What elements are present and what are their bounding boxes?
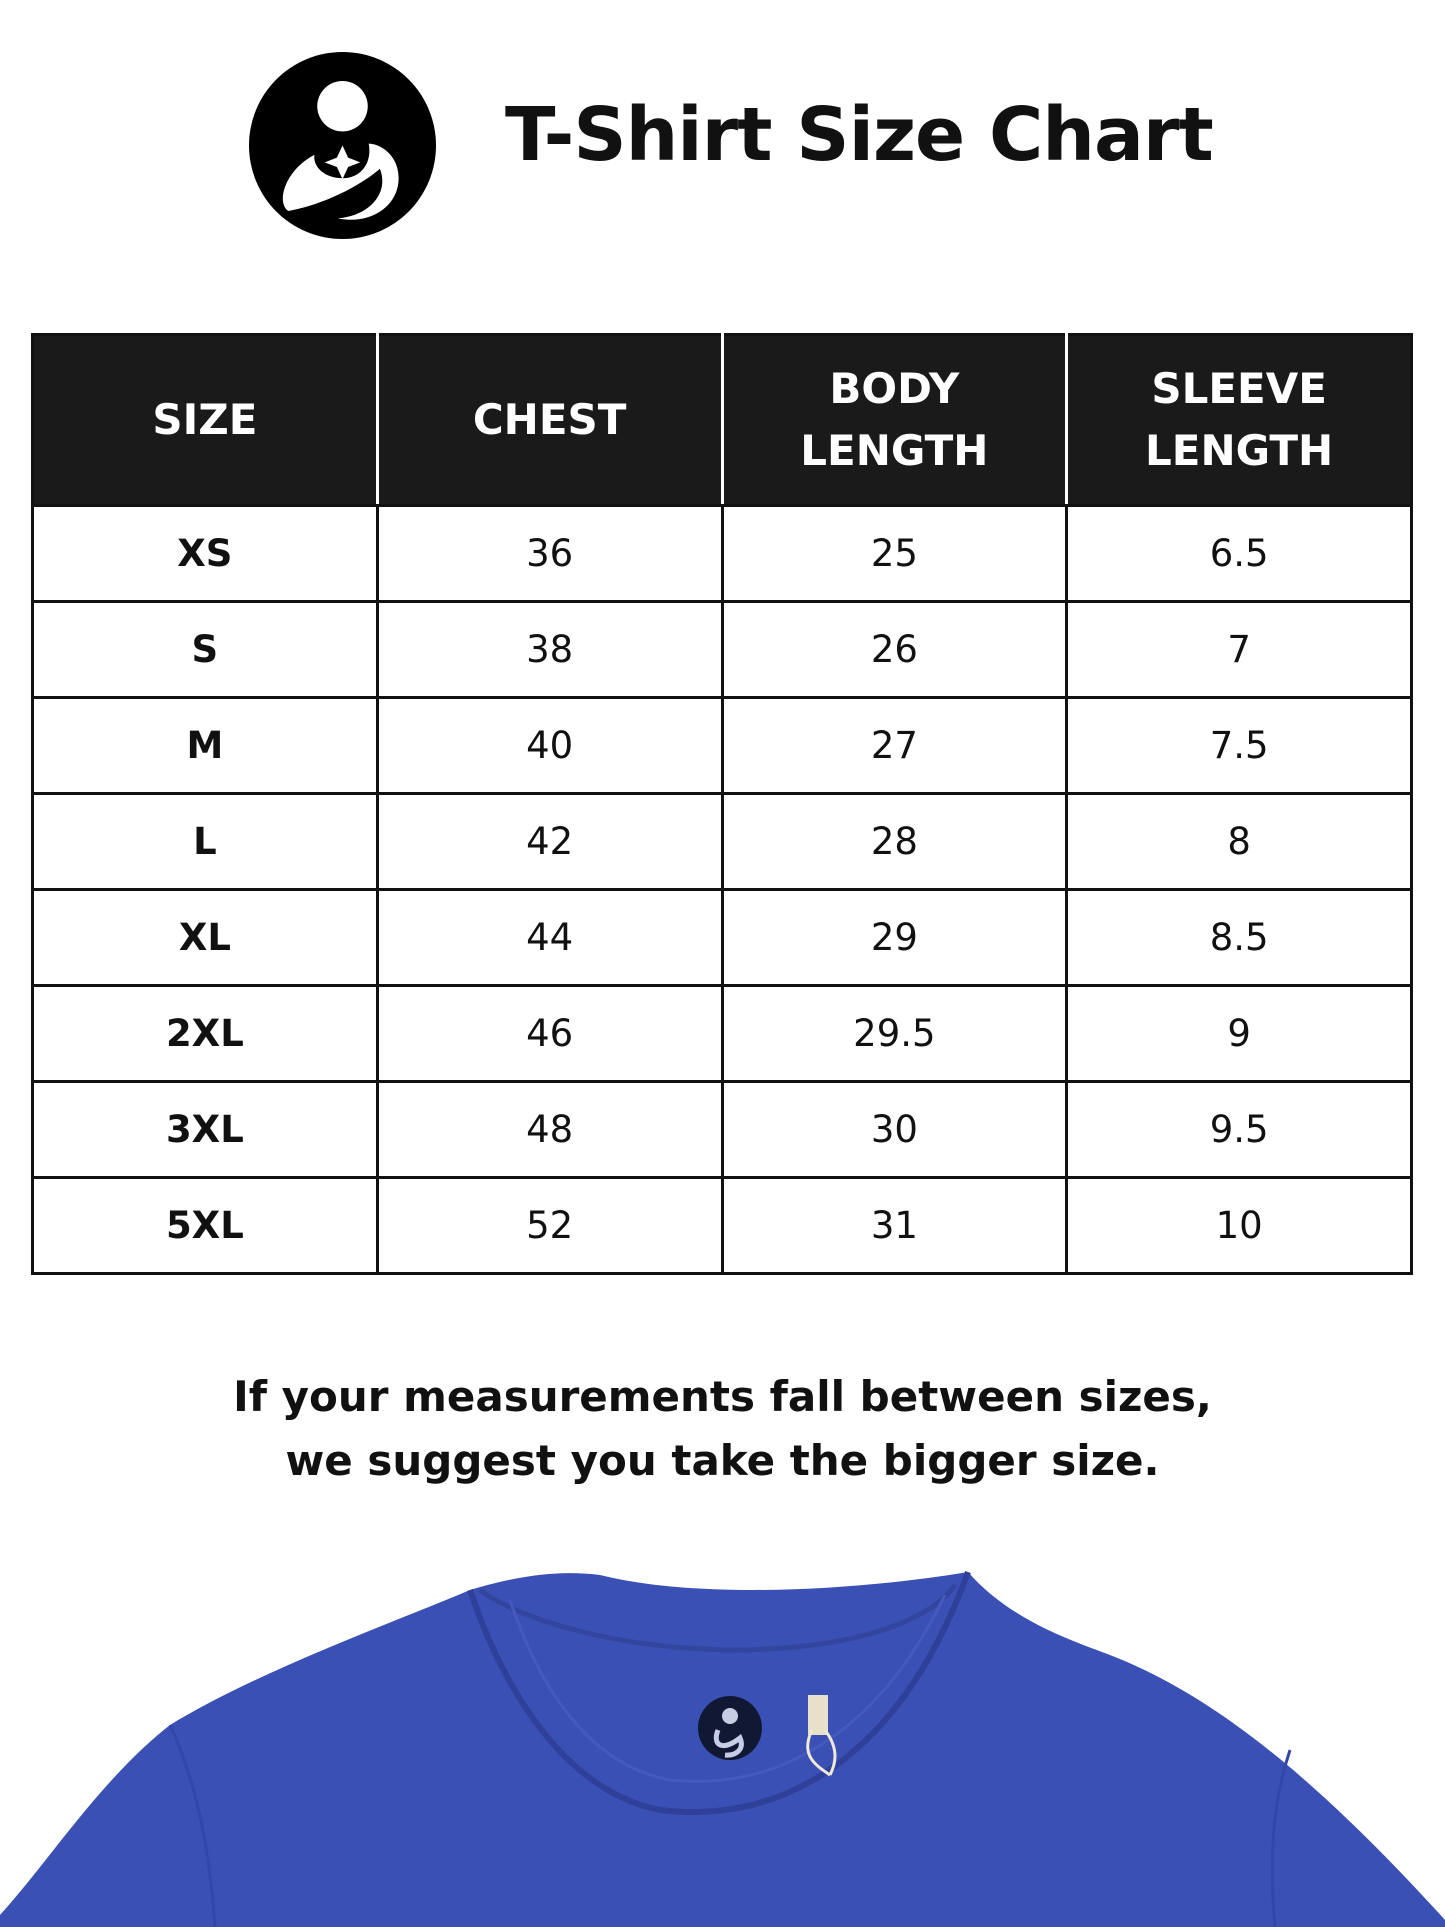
header-text: SLEEVE [1151, 364, 1327, 413]
cell-size: S [31, 600, 379, 699]
table-row: L 42 28 8 [31, 792, 1413, 891]
note-line: we suggest you take the bigger size. [285, 1436, 1160, 1485]
header-text: CHEST [472, 395, 627, 444]
page-title: T-Shirt Size Chart [505, 92, 1214, 178]
cell-sleeve-length: 10 [1065, 1176, 1413, 1275]
column-header-size: SIZE [31, 333, 379, 507]
column-header-chest: CHEST [375, 333, 724, 507]
tshirt-image [0, 1570, 1445, 1927]
cell-chest: 40 [375, 696, 724, 795]
cell-size: L [31, 792, 379, 891]
cell-sleeve-length: 7.5 [1065, 696, 1413, 795]
cell-body-length: 25 [720, 504, 1069, 603]
cell-size: 5XL [31, 1176, 379, 1275]
cell-chest: 52 [375, 1176, 724, 1275]
cell-sleeve-length: 9 [1065, 984, 1413, 1083]
mother-child-logo-icon [249, 52, 436, 239]
header-text: SIZE [152, 395, 258, 444]
table-row: M 40 27 7.5 [31, 696, 1413, 795]
sizing-advice-note: If your measurements fall between sizes,… [0, 1365, 1445, 1493]
size-chart-table: SIZE CHEST BODY LENGTH SLEEVE LENGTH XS 36 2… [31, 333, 1413, 1275]
cell-chest: 36 [375, 504, 724, 603]
cell-body-length: 26 [720, 600, 1069, 699]
cell-size: 3XL [31, 1080, 379, 1179]
cell-body-length: 29.5 [720, 984, 1069, 1083]
size-tag [808, 1695, 828, 1735]
cell-chest: 48 [375, 1080, 724, 1179]
note-line: If your measurements fall between sizes, [233, 1372, 1212, 1421]
cell-body-length: 30 [720, 1080, 1069, 1179]
header-text: LENGTH [800, 426, 989, 475]
header-text: BODY [829, 364, 960, 413]
table-row: 2XL 46 29.5 9 [31, 984, 1413, 1083]
cell-size: M [31, 696, 379, 795]
table-row: XS 36 25 6.5 [31, 504, 1413, 603]
table-row: S 38 26 7 [31, 600, 1413, 699]
cell-body-length: 31 [720, 1176, 1069, 1275]
table-row: 3XL 48 30 9.5 [31, 1080, 1413, 1179]
table-row: 5XL 52 31 10 [31, 1176, 1413, 1275]
cell-chest: 46 [375, 984, 724, 1083]
cell-chest: 44 [375, 888, 724, 987]
cell-body-length: 29 [720, 888, 1069, 987]
column-header-sleeve-length: SLEEVE LENGTH [1065, 333, 1413, 507]
cell-sleeve-length: 8.5 [1065, 888, 1413, 987]
header-text: LENGTH [1145, 426, 1334, 475]
cell-sleeve-length: 7 [1065, 600, 1413, 699]
cell-sleeve-length: 9.5 [1065, 1080, 1413, 1179]
cell-size: XL [31, 888, 379, 987]
column-header-body-length: BODY LENGTH [720, 333, 1069, 507]
cell-chest: 42 [375, 792, 724, 891]
cell-chest: 38 [375, 600, 724, 699]
cell-sleeve-length: 8 [1065, 792, 1413, 891]
table-header-row: SIZE CHEST BODY LENGTH SLEEVE LENGTH [31, 333, 1413, 507]
cell-body-length: 28 [720, 792, 1069, 891]
cell-size: XS [31, 504, 379, 603]
cell-sleeve-length: 6.5 [1065, 504, 1413, 603]
cell-size: 2XL [31, 984, 379, 1083]
cell-body-length: 27 [720, 696, 1069, 795]
table-row: XL 44 29 8.5 [31, 888, 1413, 987]
